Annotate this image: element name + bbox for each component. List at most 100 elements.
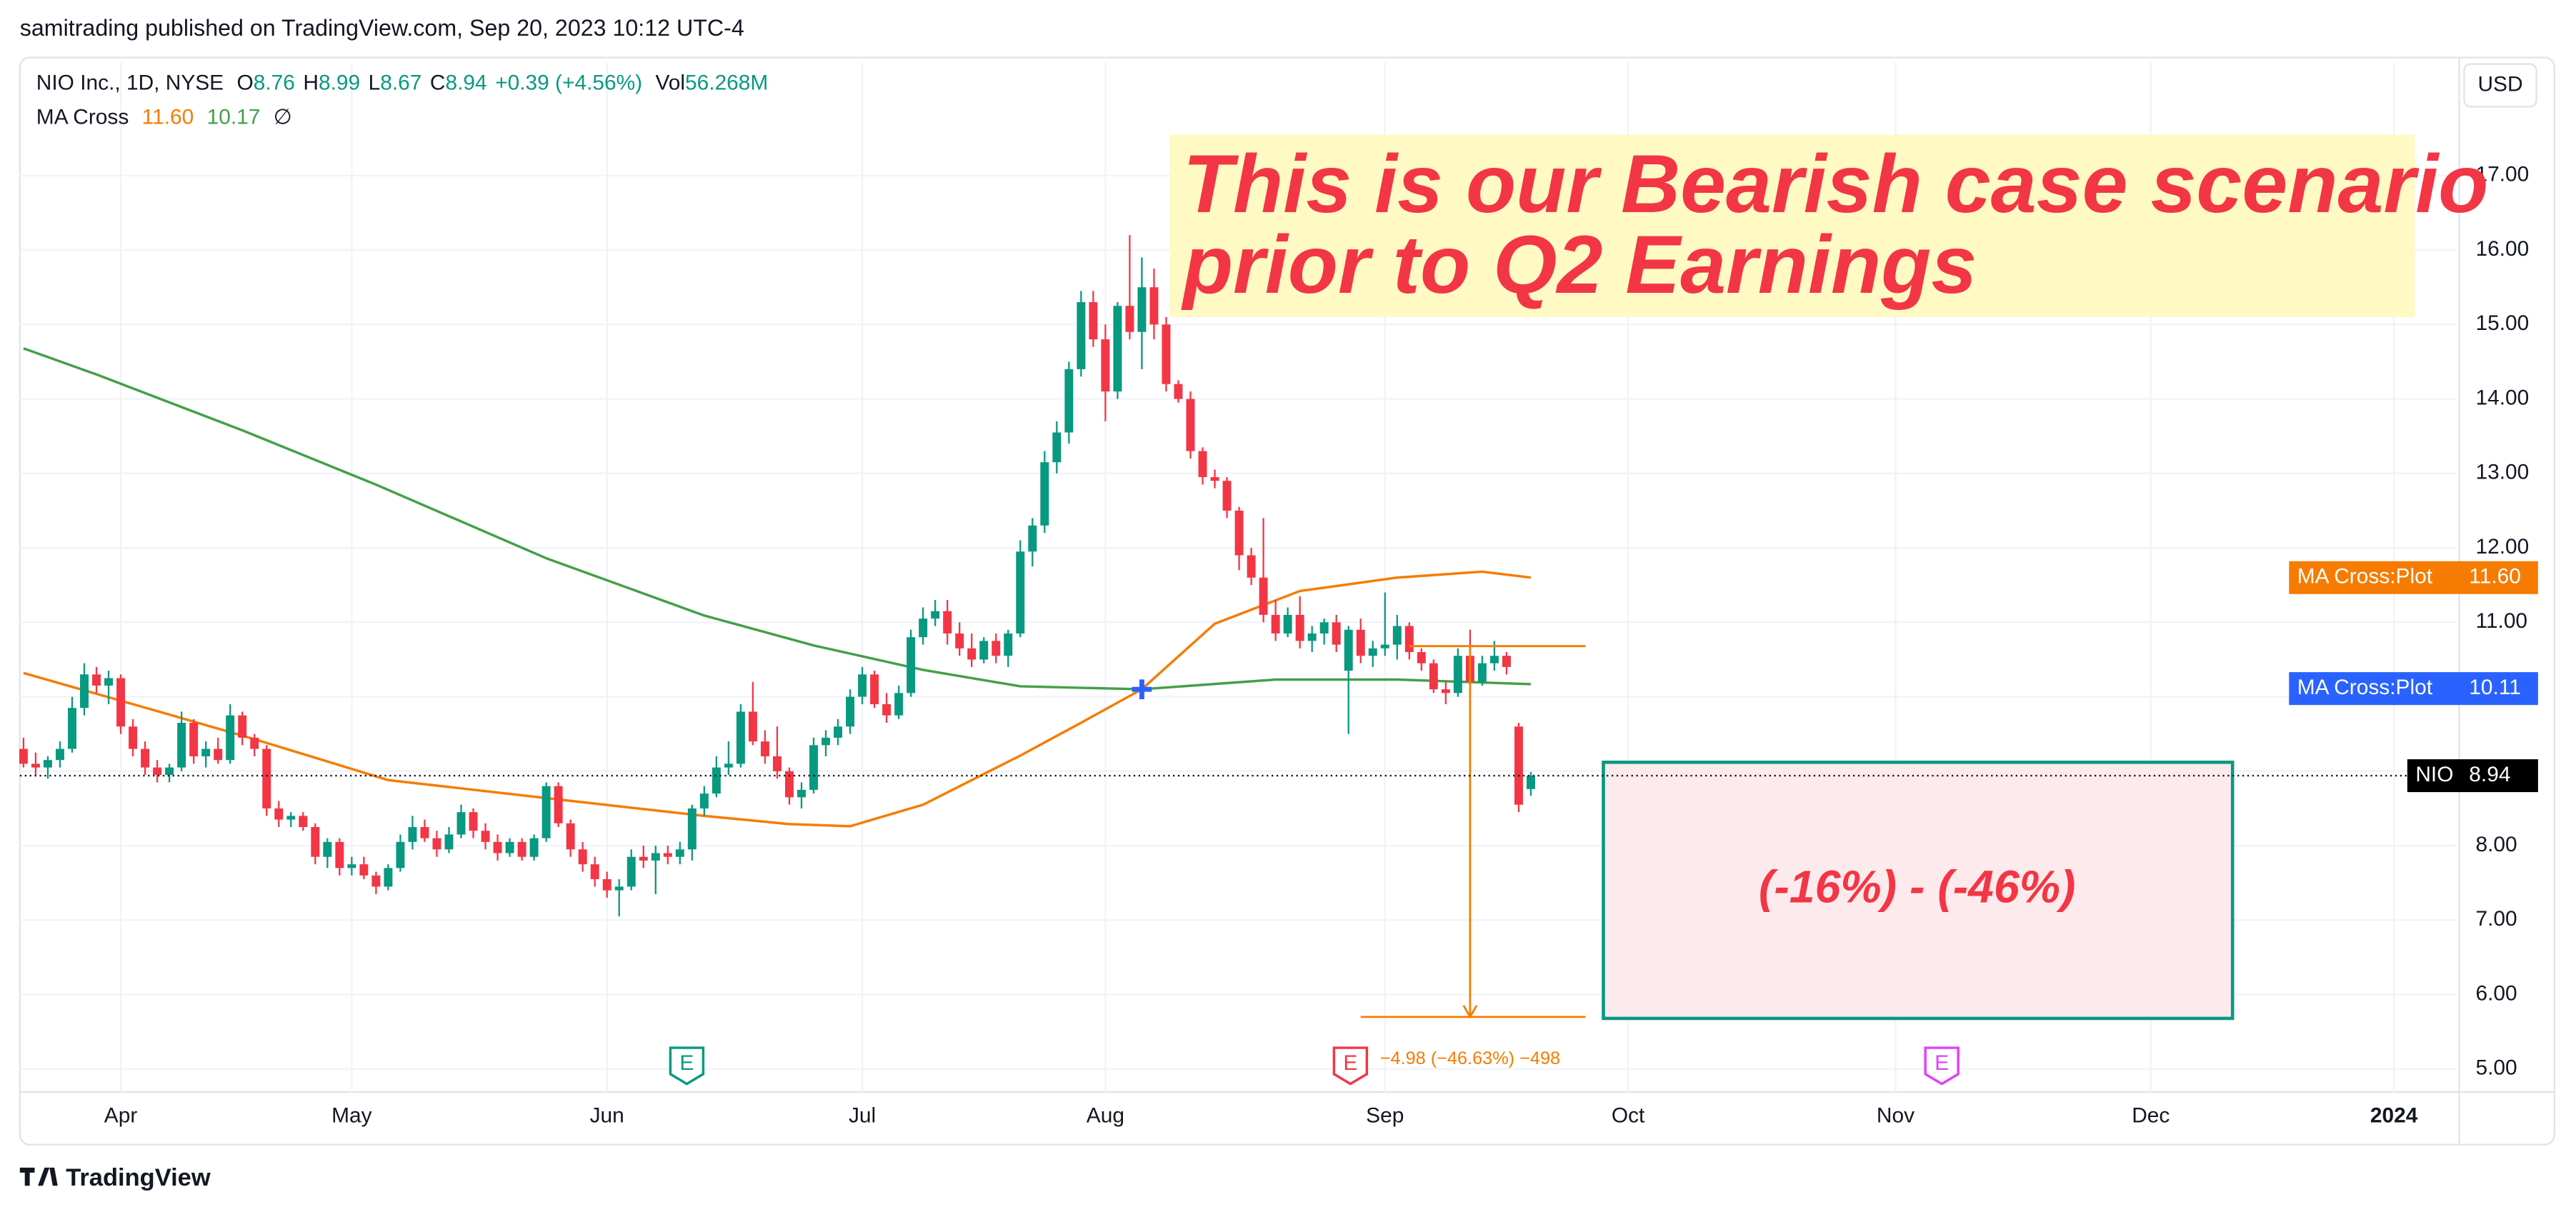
- candle-body: [359, 864, 369, 876]
- legend-label: O: [237, 71, 254, 94]
- candle-body: [250, 737, 259, 749]
- candle-body: [335, 841, 344, 868]
- candle-body: [724, 763, 733, 768]
- candle-body: [736, 711, 745, 764]
- legend-label: L: [369, 71, 381, 94]
- candle-body: [626, 856, 636, 887]
- candle-body: [444, 834, 454, 850]
- candle-body: [846, 696, 855, 727]
- y-tick-label: 11.00: [2476, 609, 2528, 633]
- legend-label: H: [303, 71, 319, 94]
- y-tick-label: 6.00: [2476, 981, 2517, 1005]
- earnings-marker: [1924, 1046, 1960, 1086]
- candle-body: [1283, 614, 1292, 633]
- x-tick-label: Jun: [590, 1104, 624, 1128]
- ma-line: [23, 570, 1532, 828]
- x-tick-label: Dec: [2132, 1104, 2170, 1128]
- candle-body: [517, 841, 526, 857]
- published-line: samitrading published on TradingView.com…: [20, 15, 744, 41]
- candle-body: [1137, 287, 1147, 332]
- symbol: NIO Inc., 1D, NYSE: [36, 71, 224, 94]
- candle-body: [1101, 339, 1110, 392]
- candle-body: [1271, 614, 1280, 633]
- chart-frame: [19, 56, 2556, 1146]
- candle-body: [396, 841, 405, 868]
- y-tick-label: 7.00: [2476, 907, 2517, 931]
- candle-body: [578, 849, 587, 865]
- x-tick-label: Apr: [104, 1104, 138, 1128]
- candle-body: [1489, 656, 1499, 663]
- candle-body: [955, 633, 964, 648]
- y-tick-label: 14.00: [2476, 386, 2530, 409]
- candle-body: [1429, 663, 1438, 690]
- candle-body: [979, 641, 989, 660]
- candle-body: [1040, 462, 1049, 526]
- x-tick-label: Oct: [1612, 1104, 1645, 1128]
- legend-label: C: [430, 71, 446, 94]
- candle-body: [201, 748, 211, 756]
- candle-body: [1077, 302, 1086, 369]
- candle-body: [1344, 629, 1353, 671]
- ma-legend: MA Cross 11.60 10.17 ∅: [36, 105, 292, 129]
- x-tick-label: Aug: [1087, 1104, 1124, 1128]
- candle-body: [19, 748, 28, 764]
- price-label-box: [2459, 561, 2538, 594]
- earnings-marker: [669, 1046, 705, 1086]
- ma-legend-name: MA Cross: [36, 105, 129, 129]
- legend-change: +0.39 (+4.56%): [495, 71, 642, 94]
- candle-body: [1162, 324, 1171, 384]
- candle-body: [590, 864, 599, 879]
- x-tick-label: Jul: [849, 1104, 876, 1128]
- candle-body: [347, 864, 356, 868]
- target-zone: [1602, 761, 2235, 1021]
- candle-body: [614, 886, 624, 891]
- candle-body: [1417, 652, 1426, 663]
- x-tick-label: 2024: [2370, 1104, 2418, 1128]
- candle-body: [141, 748, 150, 768]
- candle-body: [1028, 525, 1037, 552]
- candle-body: [566, 823, 575, 850]
- y-tick-label: 8.00: [2476, 833, 2517, 856]
- price-label-box: [2459, 672, 2538, 706]
- candle-body: [882, 704, 892, 716]
- candle-body: [1016, 551, 1025, 633]
- price-label: 11.60: [2469, 565, 2521, 589]
- annotation-box: [1169, 134, 2415, 317]
- candle-body: [1186, 399, 1195, 451]
- price-label-name: MA Cross:Plot: [2297, 565, 2433, 589]
- currency-button[interactable]: [2463, 63, 2537, 108]
- candle-body: [1113, 306, 1122, 392]
- price-label: 8.94: [2469, 763, 2510, 786]
- x-tick-label: May: [331, 1104, 372, 1128]
- ma-legend-symbol: ∅: [274, 105, 292, 129]
- candle-body: [602, 878, 611, 891]
- candle-body: [1319, 622, 1329, 633]
- candle-body: [371, 875, 381, 887]
- y-tick-label: 16.00: [2476, 237, 2530, 261]
- candle-body: [943, 611, 952, 633]
- candle-body: [967, 648, 977, 660]
- price-label: 10.11: [2469, 676, 2521, 699]
- candle-body: [992, 641, 1001, 656]
- price-label-name: NIO: [2415, 763, 2453, 786]
- candle-body: [663, 853, 672, 857]
- candle-body: [177, 723, 186, 768]
- candle-body: [1368, 648, 1377, 656]
- candle-body: [165, 767, 174, 776]
- candle-body: [505, 841, 514, 853]
- candle-body: [699, 793, 709, 808]
- candle-body: [919, 618, 928, 638]
- legend-label: Vol: [656, 71, 686, 94]
- zone-label: (-16%) - (-46%): [1759, 861, 2076, 913]
- candle-body: [870, 674, 879, 705]
- candle-body: [408, 827, 417, 842]
- price-label-name-box: [2407, 759, 2460, 793]
- y-tick-label: 12.00: [2476, 535, 2530, 559]
- y-tick-label: 13.00: [2476, 461, 2530, 484]
- candle-body: [323, 841, 332, 857]
- candle-body: [554, 786, 563, 823]
- currency[interactable]: USD: [2477, 72, 2522, 96]
- ma-line: [23, 347, 1531, 691]
- candle-body: [894, 693, 904, 716]
